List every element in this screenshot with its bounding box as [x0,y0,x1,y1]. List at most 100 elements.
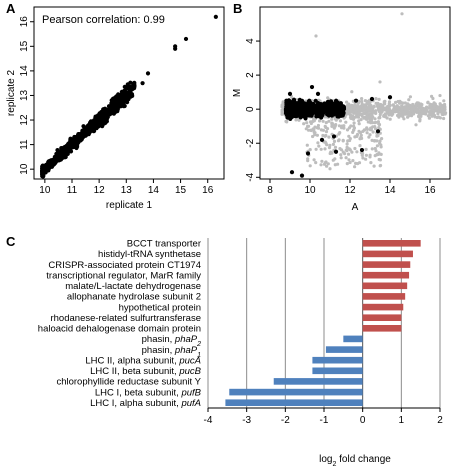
data-point-b-grey [305,143,309,147]
data-point-b-grey [379,145,383,149]
data-point-b-grey [442,116,446,121]
data-point-b-grey [323,161,327,165]
data-point-b-grey [432,110,436,114]
data-point-a [68,146,73,151]
data-point-b-grey [319,163,323,167]
data-point-b-grey [348,137,352,141]
category-label-c: hypothetical protein [119,302,201,313]
data-point-b-grey [442,111,446,115]
data-point-b-grey [352,128,356,132]
data-point-b-grey [382,101,386,105]
data-point-b-grey [360,99,364,104]
data-point-b-grey [374,101,378,105]
data-point-b-black [321,104,326,109]
data-point-b-grey [371,110,375,114]
data-point-a [40,163,45,168]
bars-c [225,240,421,406]
data-point-b-grey [435,105,439,109]
data-point-b-grey [377,97,381,101]
data-point-b-black [287,91,293,96]
data-point-b-grey [374,111,378,115]
data-point-b-grey [426,100,430,104]
data-point-b-grey [284,119,288,123]
data-point-a [114,100,119,105]
data-point-b-grey [432,103,436,107]
data-point-b-black [298,111,303,117]
data-point-b-grey [338,119,342,123]
category-label-text: phasin, [142,345,175,356]
data-point-b-grey [443,105,447,109]
data-point-b-grey [443,102,447,107]
data-point-b-grey [427,116,431,120]
x-tick-label-c: 2 [437,415,443,426]
data-point-b-grey [333,123,337,127]
data-point-b-grey [319,147,323,151]
bar-c [362,314,402,321]
data-point-a [101,108,106,113]
data-point-b-grey [371,130,375,134]
bar-c [362,293,406,300]
category-label-text: CRISPR-associated protein CT1974 [48,260,201,271]
data-point-b-grey [332,139,337,143]
category-label-c: phasin, phaP1 [142,345,201,359]
category-label-text: hypothetical protein [119,302,201,313]
data-point-b-grey [347,126,351,130]
data-point-b-black [333,149,339,154]
data-point-b-black [375,129,381,134]
y-tick-label-b: -2 [245,138,256,147]
data-point-b-grey [343,152,347,156]
data-point-b-grey [370,121,375,125]
data-point-a [173,46,178,51]
data-point-b-grey [438,93,442,98]
category-label-italic: pufB [180,387,201,398]
data-point-b-grey [410,112,414,116]
category-label-c: malate/L-lactate dehydrogenase [65,281,201,292]
data-point-b-grey [368,106,372,110]
data-point-b-grey [327,119,331,123]
data-point-b-grey [321,119,325,123]
ma-plot-b: 8 10 12 14 16 -4 -2 0 2 4 A M [232,6,451,213]
data-point-b-grey [327,135,331,139]
category-label-c: LHC I, beta subunit, pufB [95,387,202,398]
category-label-text: LHC II, beta subunit, [90,366,179,377]
category-label-text: rhodanese-related sulfurtransferase [50,313,201,324]
x-tick-label-c: -1 [320,415,329,426]
data-point-b-grey [378,116,382,120]
data-point-b-grey [325,127,330,131]
data-point-b-grey [305,121,309,125]
data-point-b-grey [330,123,334,127]
y-axis-label-a: replicate 2 [6,69,17,116]
data-point-b-grey [312,119,316,123]
x-tick-label-b: 14 [384,185,396,196]
data-point-b-grey [314,147,318,151]
data-point-b-grey [350,150,354,154]
x-tick-label-a: 14 [148,185,160,196]
data-point-b-grey [440,103,444,107]
data-point-b-grey [339,156,343,160]
data-point-b-grey [302,122,306,126]
x-axis-label-suffix: fold change [336,454,391,465]
data-point-b-grey [316,141,320,145]
data-point-b-grey [355,150,359,154]
data-point-b-grey [339,148,344,152]
plot-frame-b [259,6,451,180]
data-point-a [55,148,60,153]
data-point-b-grey [388,103,392,108]
category-label-italic: phaP [174,345,198,356]
data-point-b-grey [376,134,380,138]
data-point-b-black [298,115,303,120]
x-tick-label-c: -3 [242,415,251,426]
data-point-a [87,124,92,129]
data-point-b-grey [383,106,387,110]
data-point-b-grey [365,112,369,116]
data-point-b-grey [377,157,381,162]
category-label-italic: pucA [178,356,201,367]
y-tick-label-b: 0 [245,106,256,112]
data-point-b-black [326,113,331,118]
data-point-b-grey [350,90,354,94]
data-point-b-grey [340,126,344,130]
data-point-b-grey [359,118,363,122]
data-point-a [74,138,79,143]
data-point-a [145,71,151,76]
